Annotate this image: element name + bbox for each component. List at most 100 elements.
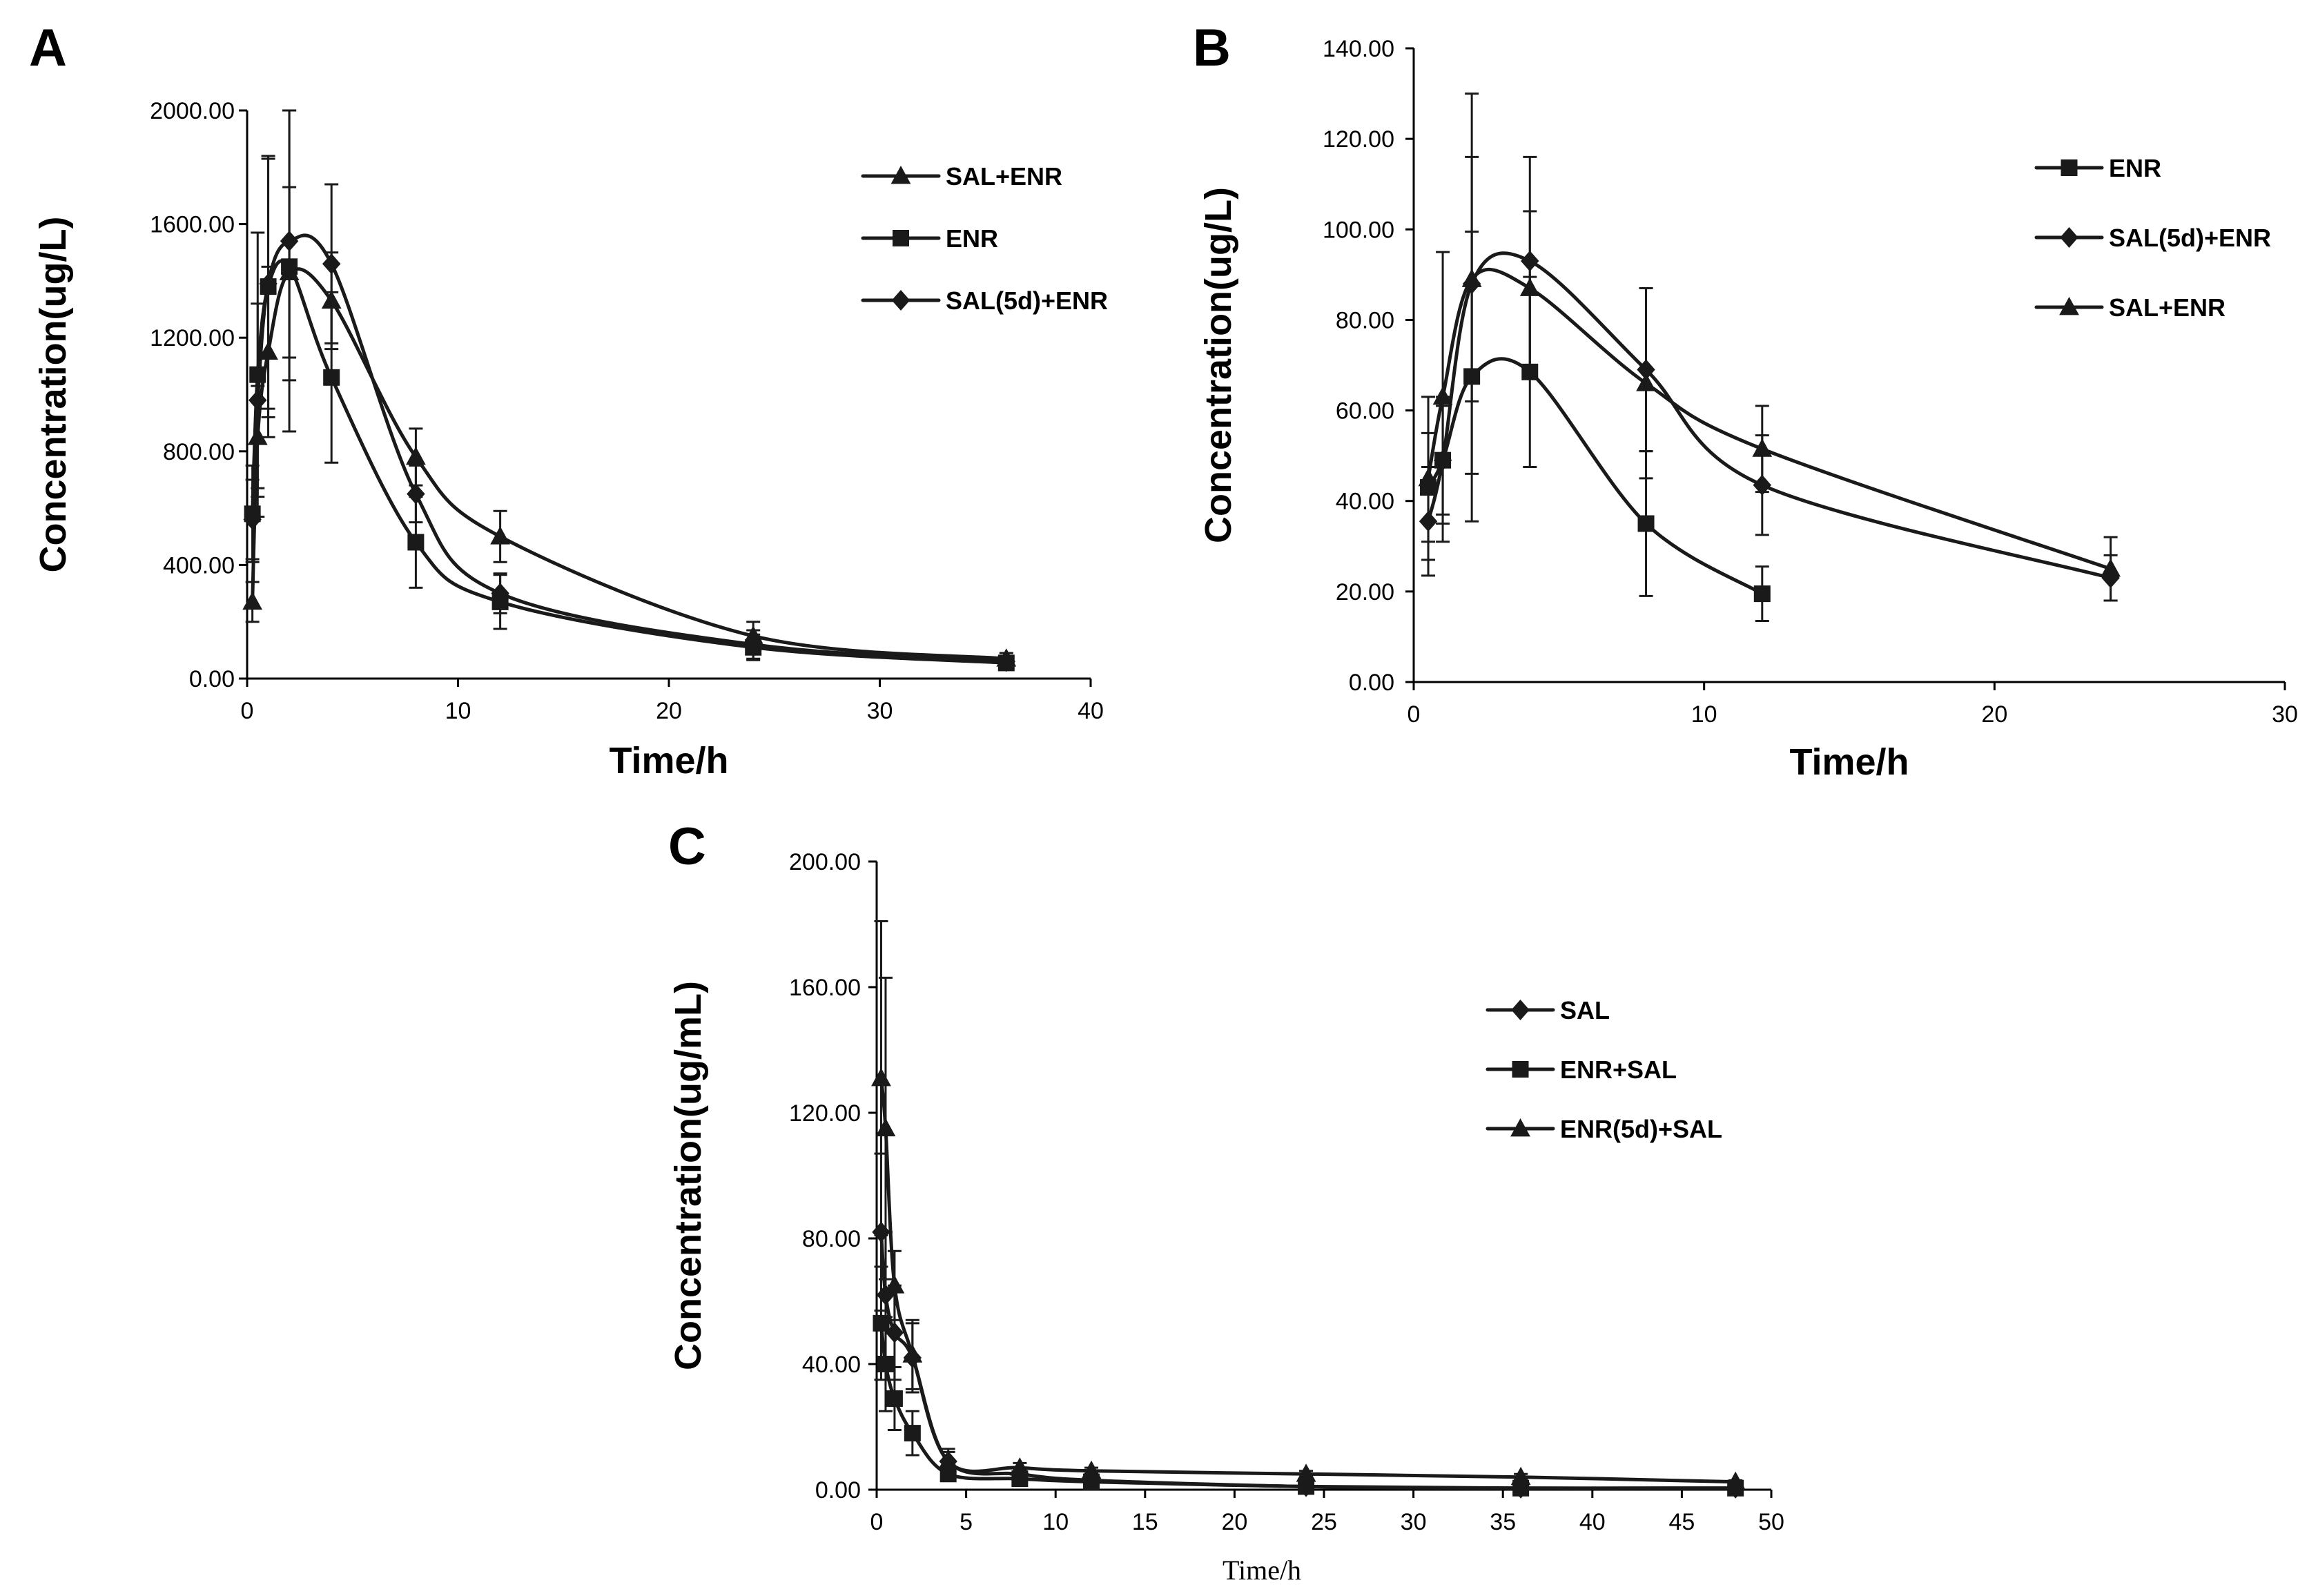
data-point: [406, 447, 426, 465]
y-tick-label: 40.00: [802, 1352, 861, 1378]
legend-marker: [2061, 159, 2078, 176]
legend-label: ENR(5d)+SAL: [1560, 1115, 1722, 1143]
data-point: [884, 1275, 905, 1294]
data-point: [490, 526, 510, 545]
data-point: [1725, 1471, 1746, 1490]
data-point: [280, 231, 299, 252]
legend-item: ENR(5d)+SAL: [1486, 1115, 1722, 1143]
legend-label: SAL: [1560, 996, 1610, 1024]
series-enr: [244, 109, 1015, 672]
legend-marker: [1512, 1061, 1529, 1078]
legend-marker: [2060, 227, 2078, 248]
data-point: [1296, 1463, 1316, 1482]
x-tick-label: 20: [1221, 1509, 1247, 1535]
data-point: [1521, 363, 1539, 380]
y-axis-title: Concentration(ug/L): [32, 217, 74, 573]
y-tick-label: 100.00: [1323, 217, 1394, 243]
data-point: [1009, 1457, 1030, 1476]
x-tick-label: 40: [1078, 698, 1104, 724]
series-sal-enr: [1418, 155, 2121, 602]
data-point: [259, 273, 277, 295]
y-tick-label: 140.00: [1323, 36, 1394, 62]
panel-label: C: [668, 817, 706, 876]
y-tick-label: 0.00: [815, 1477, 861, 1503]
legend-label: SAL(5d)+ENR: [2109, 224, 2271, 252]
series-line: [1426, 357, 1764, 596]
x-tick-label: 20: [656, 698, 682, 724]
data-point: [886, 1390, 903, 1408]
x-tick-label: 5: [960, 1509, 973, 1535]
chart-panel-c: C 0.00 40.00 80.00 120.00 160.00 200.00 0 5 10 15 2…: [668, 817, 1784, 1586]
x-axis-title: Time/h: [609, 740, 728, 781]
x-tick-label: 0: [241, 698, 254, 724]
chart-panel-b: B 0.00 20.00 40.00 60.00 80.00 100.00 120.00 140…: [1193, 19, 2298, 783]
legend-label: ENR: [2109, 154, 2161, 182]
panel-label: A: [29, 19, 67, 77]
legend-item: ENR+SAL: [1486, 1055, 1677, 1084]
data-point: [491, 583, 509, 604]
data-point: [1081, 1460, 1102, 1479]
chart-panel-a: A 0.00 400.00 800.00 1200.00 1600.00 2000.00 0 1…: [29, 19, 1108, 781]
x-tick-label: 25: [1311, 1509, 1337, 1535]
legend-item: SAL: [1486, 996, 1610, 1024]
x-tick-label: 30: [2272, 701, 2298, 728]
data-point: [407, 483, 425, 505]
y-tick-label: 80.00: [802, 1226, 861, 1252]
series-enr-sal: [873, 1265, 1744, 1497]
x-tick-label: 10: [1042, 1509, 1069, 1535]
series-sal-5d-enr: [243, 109, 1015, 672]
y-axis-title: Concentration(ug/L): [1198, 187, 1239, 543]
y-tick-label: 20.00: [1336, 579, 1394, 605]
data-point: [1461, 269, 1482, 287]
y-tick-label: 0.00: [1349, 670, 1394, 696]
data-point: [902, 1344, 923, 1363]
x-axis-title: Time/h: [1223, 1555, 1301, 1586]
data-point: [744, 634, 763, 655]
series-line: [251, 259, 1009, 665]
x-tick-label: 10: [445, 698, 471, 724]
series-line: [879, 1230, 1737, 1490]
legend-label: ENR: [946, 224, 998, 253]
y-tick-label: 200.00: [789, 849, 861, 875]
x-tick-label: 50: [1758, 1509, 1784, 1535]
data-point: [1519, 278, 1540, 296]
y-tick-label: 120.00: [1323, 126, 1394, 153]
series-line: [1426, 267, 2113, 571]
data-point: [997, 651, 1015, 672]
legend-label: SAL+ENR: [946, 162, 1062, 191]
legend-label: ENR+SAL: [1560, 1055, 1677, 1084]
legend-marker: [891, 290, 910, 311]
data-point: [249, 389, 267, 411]
series-sal: [872, 1152, 1745, 1499]
data-point: [1432, 386, 1453, 405]
data-point: [1752, 438, 1773, 457]
x-tick-label: 35: [1490, 1509, 1516, 1535]
legend-item: ENR: [2034, 154, 2161, 182]
data-point: [1753, 585, 1771, 603]
data-point: [1418, 467, 1439, 487]
legend-marker: [893, 230, 909, 246]
y-tick-label: 800.00: [163, 439, 235, 465]
data-point: [1636, 373, 1656, 391]
data-point: [243, 509, 262, 530]
x-axis-title: Time/h: [1789, 741, 1909, 783]
data-point: [242, 591, 263, 610]
legend-label: SAL(5d)+ENR: [946, 286, 1108, 315]
data-point: [875, 1118, 896, 1137]
data-point: [871, 1067, 891, 1087]
legend-item: SAL(5d)+ENR: [2034, 224, 2271, 252]
data-point: [938, 1451, 959, 1470]
x-tick-label: 10: [1691, 701, 1717, 728]
series-line: [251, 267, 1009, 661]
legend-marker: [1511, 1000, 1530, 1020]
x-tick-label: 15: [1132, 1509, 1158, 1535]
x-tick-label: 40: [1579, 1509, 1606, 1535]
x-tick-label: 45: [1668, 1509, 1695, 1535]
legend-label: SAL+ENR: [2109, 293, 2226, 322]
data-point: [2101, 558, 2121, 577]
x-tick-label: 0: [870, 1509, 884, 1535]
y-tick-label: 2000.00: [150, 98, 235, 124]
data-point: [322, 253, 341, 275]
legend-item: SAL+ENR: [861, 162, 1062, 191]
